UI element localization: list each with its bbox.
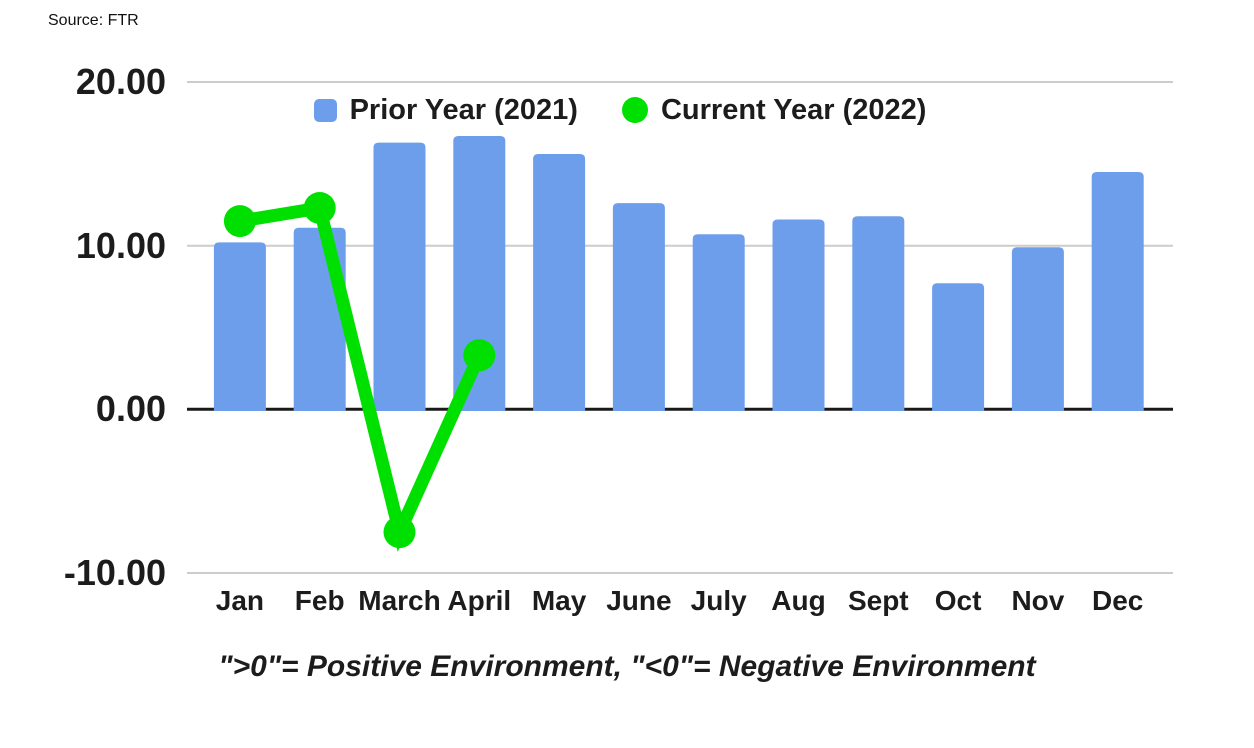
bar-june	[612, 203, 665, 411]
legend-item-current-year: Current Year (2022)	[621, 93, 927, 127]
bar-aug	[772, 219, 825, 411]
line-point-jan	[223, 205, 256, 238]
legend-item-prior-year: Prior Year (2021)	[313, 93, 578, 127]
bar-oct	[932, 283, 985, 411]
x-tick-label-march: March	[358, 585, 441, 616]
caption: ">0"= Positive Environment, "<0"= Negati…	[218, 650, 1036, 683]
x-tick-label-june: June	[606, 585, 672, 616]
bar-sept	[852, 216, 905, 411]
x-tick-label-jan: Jan	[215, 585, 265, 616]
bar-july	[692, 234, 745, 411]
bar-april	[453, 136, 506, 411]
legend-label-current-year: Current Year (2022)	[660, 93, 927, 126]
source-label: Source: FTR	[48, 12, 139, 29]
bar-dec	[1091, 172, 1144, 411]
y-tick-label: 20.00	[75, 61, 166, 102]
x-tick-label-feb: Feb	[294, 585, 345, 616]
chart-legend: Prior Year (2021) Current Year (2022)	[0, 86, 1240, 134]
x-tick-label-nov: Nov	[1011, 585, 1065, 616]
bar-may	[533, 154, 586, 411]
line-point-feb	[303, 192, 336, 224]
x-tick-label-april: April	[447, 585, 512, 616]
x-tick-label-may: May	[531, 585, 587, 616]
prior-year-swatch-icon	[313, 98, 337, 122]
line-point-april	[463, 339, 496, 372]
current-year-line	[238, 200, 486, 552]
bar-nov	[1011, 247, 1064, 411]
line-point-march	[383, 516, 416, 549]
y-tick-label: -10.00	[63, 552, 166, 593]
y-tick-label: 10.00	[75, 224, 166, 266]
x-tick-label-july: July	[690, 585, 747, 616]
current-year-swatch-icon	[621, 97, 648, 123]
x-tick-label-dec: Dec	[1092, 585, 1144, 616]
bar-jan	[213, 242, 266, 411]
legend-label-prior-year: Prior Year (2021)	[349, 93, 578, 126]
y-tick-label: 0.00	[95, 388, 166, 430]
x-tick-label-aug: Aug	[771, 585, 826, 616]
x-tick-label-oct: Oct	[934, 585, 982, 616]
x-tick-label-sept: Sept	[847, 585, 909, 616]
bar-march	[373, 142, 426, 411]
